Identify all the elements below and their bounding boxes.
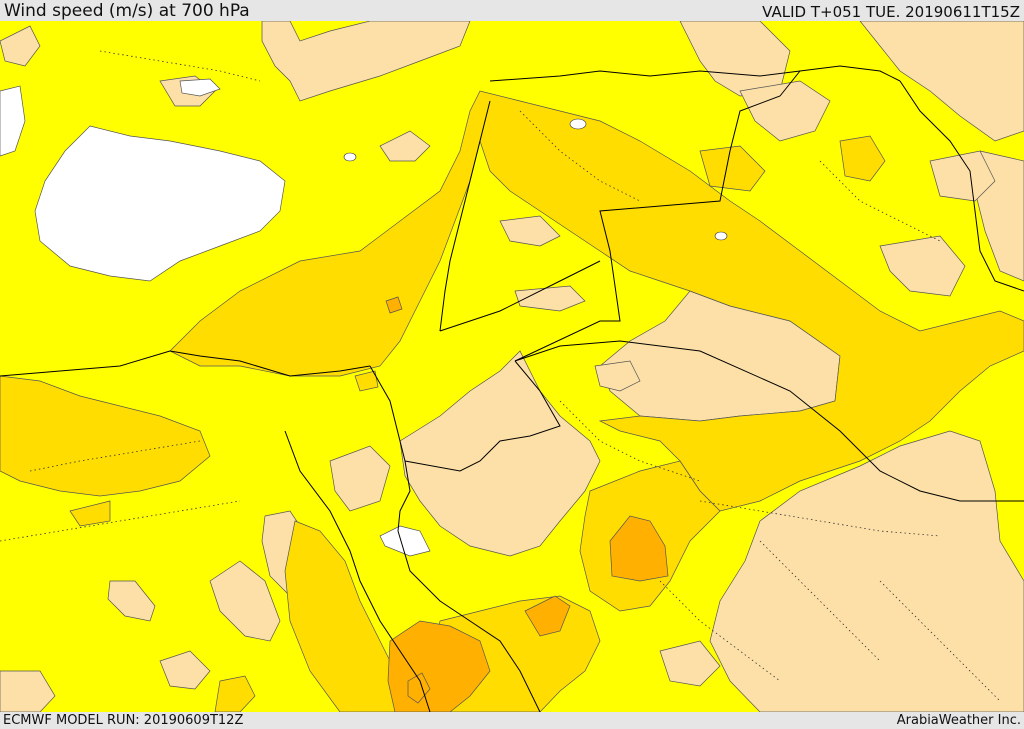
map-title: Wind speed (m/s) at 700 hPa [4,1,250,21]
credit-text: ArabiaWeather Inc. [896,713,1021,728]
country-borders [0,65,1024,712]
province-boundaries [0,50,1001,702]
wind-speed-map[interactable] [0,21,1024,712]
model-run: ECMWF MODEL RUN: 20190609T12Z [3,713,244,728]
white-areas [0,78,431,557]
light-wind-areas [0,21,1024,712]
strong-wind-areas [385,296,669,712]
moderate-wind-areas [0,90,1024,712]
footer-bar: ECMWF MODEL RUN: 20190609T12Z ArabiaWeat… [0,712,1024,729]
valid-time: VALID T+051 TUE. 20190611T15Z [762,3,1020,21]
lakes [343,118,728,241]
header-bar: Wind speed (m/s) at 700 hPa VALID T+051 … [0,0,1024,21]
